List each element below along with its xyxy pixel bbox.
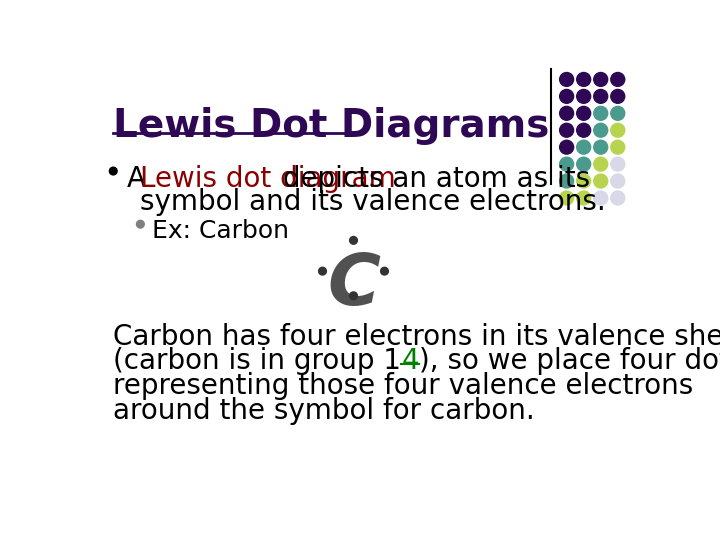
Circle shape <box>594 106 608 120</box>
Text: Lewis Dot Diagrams: Lewis Dot Diagrams <box>113 107 549 145</box>
Circle shape <box>137 220 144 228</box>
Text: Ex: Carbon: Ex: Carbon <box>152 219 289 243</box>
Circle shape <box>594 157 608 171</box>
Circle shape <box>319 267 326 275</box>
Circle shape <box>611 106 625 120</box>
Circle shape <box>559 123 574 137</box>
Circle shape <box>594 123 608 137</box>
Circle shape <box>577 90 590 103</box>
Circle shape <box>611 72 625 86</box>
Circle shape <box>594 191 608 205</box>
Circle shape <box>611 140 625 154</box>
Text: 4: 4 <box>401 347 419 375</box>
Circle shape <box>594 174 608 188</box>
Circle shape <box>559 140 574 154</box>
Circle shape <box>559 191 574 205</box>
Circle shape <box>577 174 590 188</box>
Circle shape <box>594 140 608 154</box>
Text: C: C <box>327 251 380 320</box>
Circle shape <box>611 90 625 103</box>
Circle shape <box>577 72 590 86</box>
Circle shape <box>577 157 590 171</box>
Circle shape <box>611 191 625 205</box>
Circle shape <box>350 237 357 244</box>
Text: Lewis dot diagram: Lewis dot diagram <box>140 165 396 193</box>
Circle shape <box>559 72 574 86</box>
Circle shape <box>611 174 625 188</box>
Text: (carbon is in group 1: (carbon is in group 1 <box>113 347 401 375</box>
Circle shape <box>559 106 574 120</box>
Text: ), so we place four dots: ), so we place four dots <box>419 347 720 375</box>
Circle shape <box>109 167 117 175</box>
Circle shape <box>559 90 574 103</box>
Circle shape <box>350 292 357 300</box>
Circle shape <box>594 90 608 103</box>
Circle shape <box>381 267 388 275</box>
Text: representing those four valence electrons: representing those four valence electron… <box>113 372 693 400</box>
Text: Carbon has four electrons in its valence shell: Carbon has four electrons in its valence… <box>113 323 720 351</box>
Circle shape <box>577 140 590 154</box>
Circle shape <box>611 123 625 137</box>
Text: depicts an atom as its: depicts an atom as its <box>274 165 590 193</box>
Text: symbol and its valence electrons.: symbol and its valence electrons. <box>140 188 606 216</box>
Circle shape <box>559 157 574 171</box>
Circle shape <box>559 174 574 188</box>
Text: A: A <box>127 165 155 193</box>
Circle shape <box>577 123 590 137</box>
Circle shape <box>611 157 625 171</box>
Circle shape <box>577 191 590 205</box>
Text: around the symbol for carbon.: around the symbol for carbon. <box>113 397 535 424</box>
Circle shape <box>594 72 608 86</box>
Circle shape <box>577 106 590 120</box>
